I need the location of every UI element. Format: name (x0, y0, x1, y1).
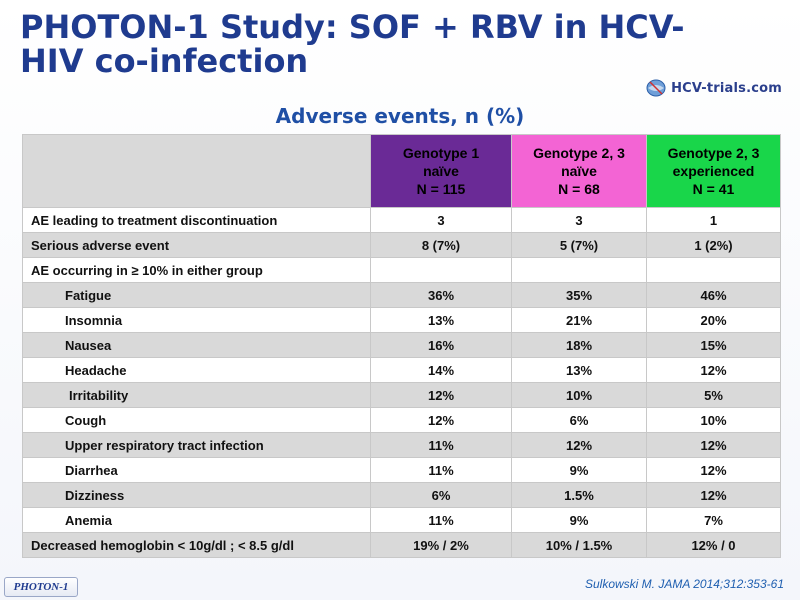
row-label: Fatigue (22, 282, 371, 308)
cell-value: 10% / 1.5% (511, 532, 647, 558)
cell-value: 5 (7%) (511, 232, 647, 258)
header-line: N = 68 (558, 181, 600, 197)
cell-value: 10% (511, 382, 647, 408)
table-row: Nausea 16% 18% 15% (22, 332, 781, 358)
cell-value: 8 (7%) (370, 232, 512, 258)
cell-value: 12% (646, 357, 781, 383)
cell-value: 11% (370, 432, 512, 458)
cell-value: 14% (370, 357, 512, 383)
header-line: N = 115 (416, 181, 466, 197)
study-tag: PHOTON-1 (4, 577, 78, 597)
row-label: Dizziness (22, 482, 371, 508)
cell-value: 12% / 0 (646, 532, 781, 558)
cell-value: 5% (646, 382, 781, 408)
cell-value: 9% (511, 507, 647, 533)
row-label: Anemia (22, 507, 371, 533)
cell-value: 18% (511, 332, 647, 358)
adverse-events-table: Genotype 1 naïve N = 115 Genotype 2, 3 n… (22, 134, 781, 558)
table-caption: Adverse events, n (%) (275, 104, 525, 128)
row-label: Nausea (22, 332, 371, 358)
row-label: Insomnia (22, 307, 371, 333)
table-row: Cough 12% 6% 10% (22, 407, 781, 433)
cell-value: 12% (646, 457, 781, 483)
header-line: Genotype 2, 3 (667, 145, 760, 161)
cell-value: 10% (646, 407, 781, 433)
table-row: Fatigue 36% 35% 46% (22, 282, 781, 308)
cell-value: 12% (511, 432, 647, 458)
cell-value: 13% (511, 357, 647, 383)
cell-value: 12% (370, 382, 512, 408)
cell-value: 19% / 2% (370, 532, 512, 558)
cell-value: 9% (511, 457, 647, 483)
globe-icon (646, 79, 666, 97)
cell-value: 13% (370, 307, 512, 333)
row-label: Decreased hemoglobin < 10g/dl ; < 8.5 g/… (22, 532, 371, 558)
header-line: N = 41 (692, 181, 735, 197)
table-header-row: Genotype 1 naïve N = 115 Genotype 2, 3 n… (22, 134, 781, 208)
cell-value: 3 (511, 207, 647, 233)
header-line: experienced (672, 163, 755, 179)
header-genotype-1-naive: Genotype 1 naïve N = 115 (370, 134, 512, 208)
row-label: AE leading to treatment discontinuation (22, 207, 371, 233)
cell-value: 15% (646, 332, 781, 358)
table-row: Irritability 12% 10% 5% (22, 382, 781, 408)
table-row: AE occurring in ≥ 10% in either group (22, 257, 781, 283)
cell-value: 21% (511, 307, 647, 333)
table-row: AE leading to treatment discontinuation … (22, 207, 781, 233)
cell-value (646, 257, 781, 283)
row-label: Irritability (22, 382, 371, 408)
cell-value: 11% (370, 507, 512, 533)
header-genotype-23-experienced: Genotype 2, 3 experienced N = 41 (646, 134, 781, 208)
cell-value: 20% (646, 307, 781, 333)
hcv-trials-logo: HCV-trials.com (645, 74, 782, 102)
cell-value (370, 257, 512, 283)
table-row: Serious adverse event 8 (7%) 5 (7%) 1 (2… (22, 232, 781, 258)
table-row: Dizziness 6% 1.5% 12% (22, 482, 781, 508)
table-row: Insomnia 13% 21% 20% (22, 307, 781, 333)
row-label: Diarrhea (22, 457, 371, 483)
logo-text: HCV-trials.com (671, 80, 782, 96)
cell-value: 1 (2%) (646, 232, 781, 258)
cell-value: 12% (370, 407, 512, 433)
header-line: Genotype 1 (402, 145, 480, 161)
cell-value: 16% (370, 332, 512, 358)
cell-value: 12% (646, 482, 781, 508)
cell-value: 3 (370, 207, 512, 233)
table-row: Decreased hemoglobin < 10g/dl ; < 8.5 g/… (22, 532, 781, 558)
table-row: Upper respiratory tract infection 11% 12… (22, 432, 781, 458)
cell-value: 1.5% (511, 482, 647, 508)
cell-value: 12% (646, 432, 781, 458)
row-label: Upper respiratory tract infection (22, 432, 371, 458)
table-row: Diarrhea 11% 9% 12% (22, 457, 781, 483)
table-row: Anemia 11% 9% 7% (22, 507, 781, 533)
row-label: Cough (22, 407, 371, 433)
slide-title: PHOTON-1 Study: SOF + RBV in HCV-HIV co-… (20, 8, 685, 80)
cell-value: 11% (370, 457, 512, 483)
cell-value: 6% (370, 482, 512, 508)
header-line: naïve (561, 163, 597, 179)
header-line: naïve (423, 163, 459, 179)
header-line: Genotype 2, 3 (533, 145, 625, 161)
table-row: Headache 14% 13% 12% (22, 357, 781, 383)
row-label: Headache (22, 357, 371, 383)
cell-value (511, 257, 647, 283)
row-label: AE occurring in ≥ 10% in either group (22, 257, 371, 283)
cell-value: 7% (646, 507, 781, 533)
cell-value: 6% (511, 407, 647, 433)
cell-value: 1 (646, 207, 781, 233)
header-corner-cell (22, 134, 371, 208)
row-label: Serious adverse event (22, 232, 371, 258)
cell-value: 35% (511, 282, 647, 308)
citation: Sulkowski M. JAMA 2014;312:353-61 (585, 577, 784, 591)
cell-value: 46% (646, 282, 781, 308)
cell-value: 36% (370, 282, 512, 308)
header-genotype-23-naive: Genotype 2, 3 naïve N = 68 (511, 134, 647, 208)
